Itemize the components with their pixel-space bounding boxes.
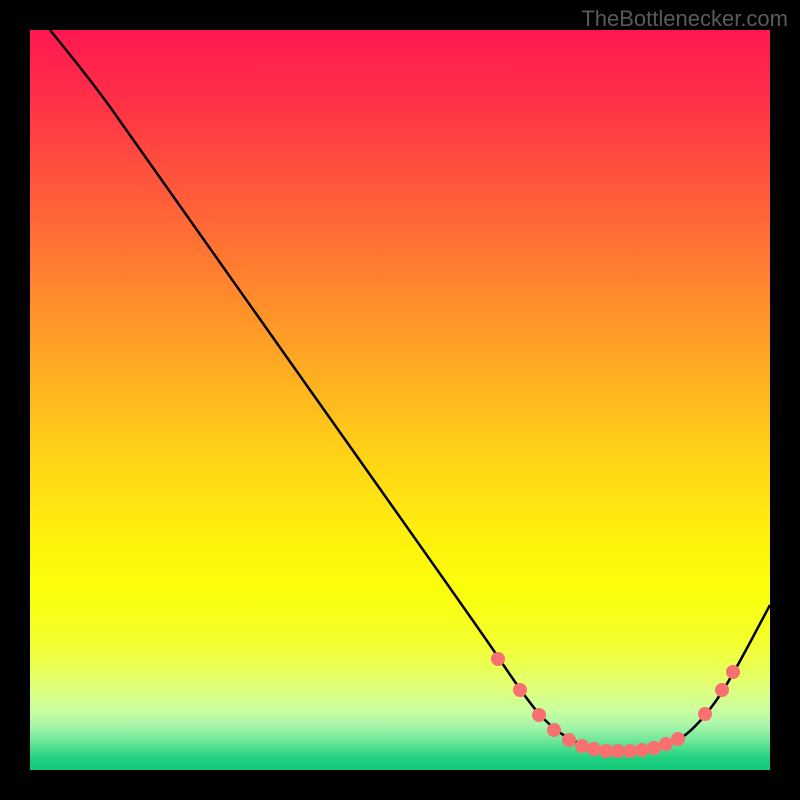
attribution-text: TheBottlenecker.com	[581, 6, 788, 32]
chart-plot-area	[30, 30, 770, 770]
chart-marker	[491, 652, 505, 666]
chart-marker	[547, 723, 561, 737]
chart-marker	[726, 665, 740, 679]
chart-marker	[715, 683, 729, 697]
chart-marker	[532, 708, 546, 722]
chart-marker	[698, 707, 712, 721]
chart-marker	[513, 683, 527, 697]
chart-marker	[671, 732, 685, 746]
chart-marker	[562, 733, 576, 747]
chart-curve	[30, 30, 770, 770]
